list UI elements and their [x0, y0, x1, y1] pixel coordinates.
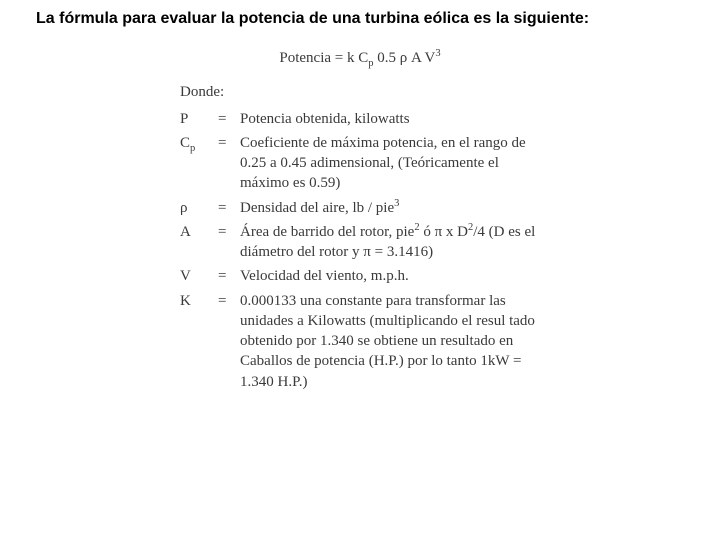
def-desc: Velocidad del viento, m.p.h.: [240, 266, 540, 286]
def-symbol: Cp: [180, 133, 212, 194]
page-title: La fórmula para evaluar la potencia de u…: [36, 10, 589, 28]
where-label: Donde:: [180, 82, 540, 102]
def-desc: Potencia obtenida, kilowatts: [240, 109, 540, 129]
def-symbol: A: [180, 222, 212, 263]
power-formula: Potencia = k Cp 0.5 ρ A V3: [180, 48, 540, 68]
def-desc: Coeficiente de máxima potencia, en el ra…: [240, 133, 540, 194]
formula-rhs-mid: 0.5 ρ A V: [374, 50, 436, 66]
def-desc: 0.000133 una constante para transformar …: [240, 291, 540, 392]
page: La fórmula para evaluar la potencia de u…: [0, 0, 720, 540]
def-eq: =: [218, 291, 234, 392]
formula-v-exp: 3: [435, 48, 440, 59]
def-symbol: K: [180, 291, 212, 392]
def-symbol: P: [180, 109, 212, 129]
def-eq: =: [218, 109, 234, 129]
def-eq: =: [218, 198, 234, 218]
def-eq: =: [218, 266, 234, 286]
formula-rhs-prefix: k C: [347, 50, 368, 66]
formula-eq: =: [335, 50, 343, 66]
def-symbol: V: [180, 266, 212, 286]
def-symbol: ρ: [180, 198, 212, 218]
def-eq: =: [218, 222, 234, 263]
def-eq: =: [218, 133, 234, 194]
formula-lhs: Potencia: [279, 50, 331, 66]
definitions-grid: P = Potencia obtenida, kilowatts Cp = Co…: [180, 109, 540, 392]
def-desc: Densidad del aire, lb / pie3: [240, 198, 540, 218]
content-block: Potencia = k Cp 0.5 ρ A V3 Donde: P = Po…: [180, 48, 540, 392]
def-desc: Área de barrido del rotor, pie2 ó π x D2…: [240, 222, 540, 263]
